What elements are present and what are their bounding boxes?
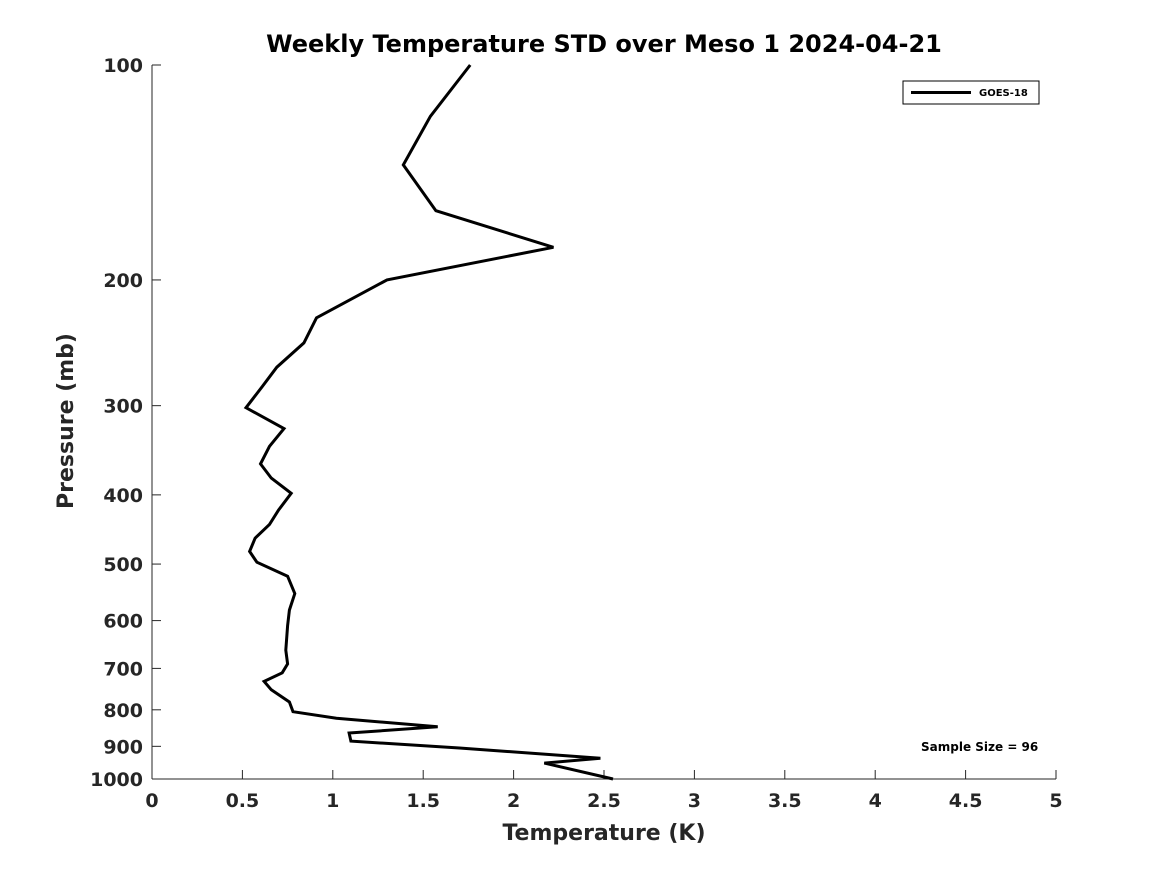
series-group	[243, 64, 614, 781]
x-tick-label: 4	[869, 790, 882, 812]
x-tick-label: 3	[688, 790, 701, 812]
sample-size-annotation: Sample Size = 96	[921, 740, 1038, 754]
series-line-goes-18	[243, 64, 614, 781]
y-tick-label: 900	[103, 736, 143, 758]
x-tick-label: 2	[507, 790, 520, 812]
x-tick-label: 1.5	[406, 790, 440, 812]
chart-title: Weekly Temperature STD over Meso 1 2024-…	[266, 30, 942, 58]
y-axis-ticks: 100 200 300 400 500 600 700 800 900 1000	[90, 55, 161, 791]
y-tick-label: 300	[103, 396, 143, 418]
legend: GOES-18	[902, 80, 1040, 105]
y-tick-label: 500	[103, 554, 143, 576]
y-tick-label: 600	[103, 611, 143, 633]
y-tick-label: 700	[103, 658, 143, 680]
y-tick-label: 200	[103, 270, 143, 292]
x-tick-label: 4.5	[949, 790, 983, 812]
x-tick-label: 0.5	[226, 790, 260, 812]
x-tick-label: 1	[326, 790, 339, 812]
y-axis-label: Pressure (mb)	[54, 333, 79, 509]
x-tick-label: 2.5	[587, 790, 621, 812]
x-axis-ticks: 0 0.5 1 1.5 2 2.5 3 3.5 4 4.5 5	[145, 770, 1063, 812]
x-axis-label: Temperature (K)	[502, 821, 705, 846]
x-tick-label: 0	[145, 790, 158, 812]
y-tick-label: 400	[103, 485, 143, 507]
legend-label-goes-18: GOES-18	[979, 88, 1028, 99]
y-tick-label: 1000	[90, 769, 143, 791]
y-tick-label: 800	[103, 700, 143, 722]
x-tick-label: 5	[1049, 790, 1062, 812]
x-tick-label: 3.5	[768, 790, 802, 812]
y-tick-label: 100	[103, 55, 143, 77]
